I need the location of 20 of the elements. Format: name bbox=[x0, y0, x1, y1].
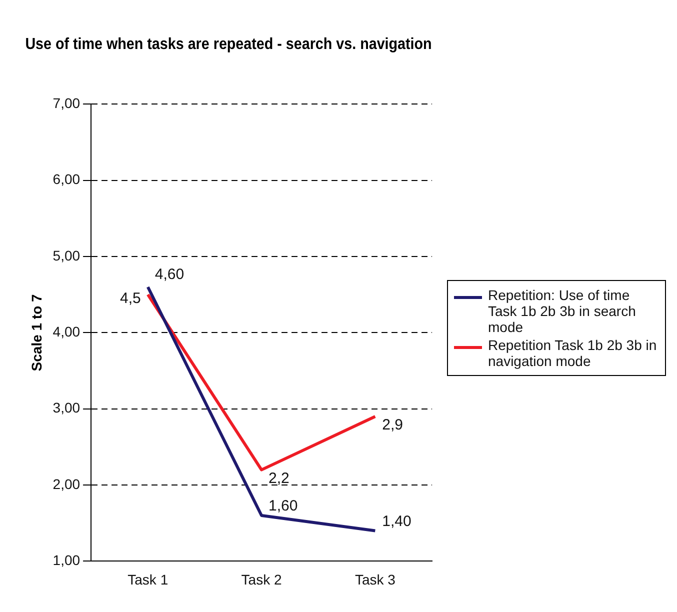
y-tick-label: 5,00 bbox=[52, 247, 80, 264]
y-tick-label: 2,00 bbox=[52, 476, 80, 492]
x-tick-label: Task 1 bbox=[128, 571, 168, 588]
y-tick-label: 6,00 bbox=[52, 171, 80, 188]
y-axis-title: Scale 1 to 7 bbox=[28, 294, 44, 372]
x-tick-label: Task 2 bbox=[241, 571, 282, 588]
data-label: 4,60 bbox=[154, 266, 184, 284]
x-tick-label: Task 3 bbox=[354, 571, 396, 588]
legend-label: Repetition Task 1b 2b 3b in navigation mode bbox=[488, 337, 658, 369]
data-label: 4,5 bbox=[120, 290, 141, 307]
legend-label: Repetition: Use of time Task 1b 2b 3b in search mode bbox=[488, 287, 637, 335]
y-tick-label: 1,00 bbox=[52, 552, 80, 568]
data-label: 1,40 bbox=[382, 512, 412, 530]
y-tick-label: 7,00 bbox=[52, 95, 80, 112]
data-label: 2,9 bbox=[382, 416, 404, 434]
y-tick-label: 3,00 bbox=[52, 400, 80, 416]
chart-title: Use of time when tasks are repeated - search vs. navigation bbox=[25, 35, 432, 54]
y-tick-label: 4,00 bbox=[52, 324, 80, 340]
data-label: 2,2 bbox=[268, 470, 290, 487]
data-label: 1,60 bbox=[268, 498, 298, 515]
